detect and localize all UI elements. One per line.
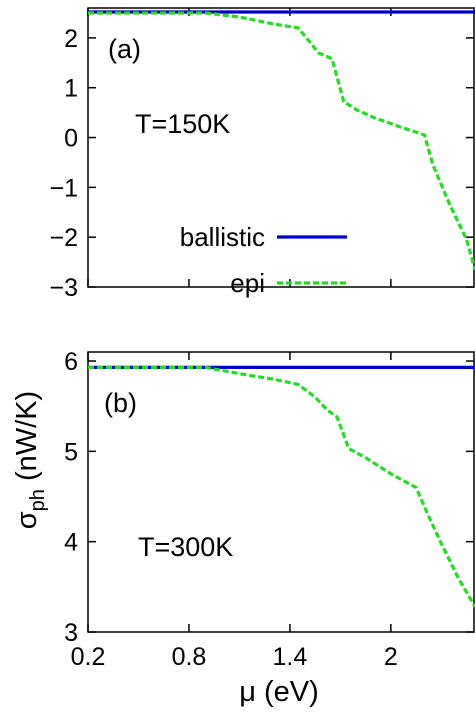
y-tick-label: 2 [64, 25, 78, 53]
y-tick-label: −2 [49, 224, 78, 252]
y-tick-label: 0 [64, 125, 78, 153]
panel-label: (b) [104, 388, 137, 418]
y-tick-label: 3 [64, 619, 78, 647]
y-tick-label: −3 [49, 274, 78, 302]
temperature-annotation: T=300K [138, 532, 233, 562]
plot-frame [87, 7, 475, 288]
y-tick-label: 1 [64, 75, 78, 103]
legend-label-epi: epi [230, 268, 265, 298]
y-tick-label: −1 [49, 174, 78, 202]
y-tick-label: 4 [64, 529, 78, 557]
legend-label-ballistic: ballistic [180, 222, 265, 252]
y-tick-label: 6 [64, 348, 78, 376]
x-tick-label: 0.2 [71, 643, 106, 671]
series-line-epi [88, 365, 475, 608]
x-tick-label: 2 [384, 643, 398, 671]
x-tick-label: 1.4 [273, 643, 308, 671]
y-axis-label: σph (nW/K) [11, 391, 49, 529]
x-tick-label: 0.8 [172, 643, 207, 671]
y-tick-label: 5 [64, 438, 78, 466]
y-axis-label-symbol: σ [11, 511, 43, 529]
plot-frame [87, 351, 475, 633]
x-axis-label: μ (eV) [239, 676, 319, 708]
panel-label: (a) [108, 34, 141, 64]
svg-text:σph (nW/K): σph (nW/K) [11, 391, 49, 529]
series-line-epi [88, 11, 475, 271]
y-axis-label-subscript: ph [27, 489, 49, 511]
legend: ballistic epi [180, 222, 347, 298]
y-axis-label-unit: (nW/K) [11, 391, 43, 489]
temperature-annotation: T=150K [135, 109, 230, 139]
panel-b: 3 4 5 6 0.2 0.8 1.4 2 (b) T=300K [64, 348, 475, 671]
panel-a: −3 −2 −1 0 1 2 (a) T=150K ballistic epi [49, 7, 475, 302]
